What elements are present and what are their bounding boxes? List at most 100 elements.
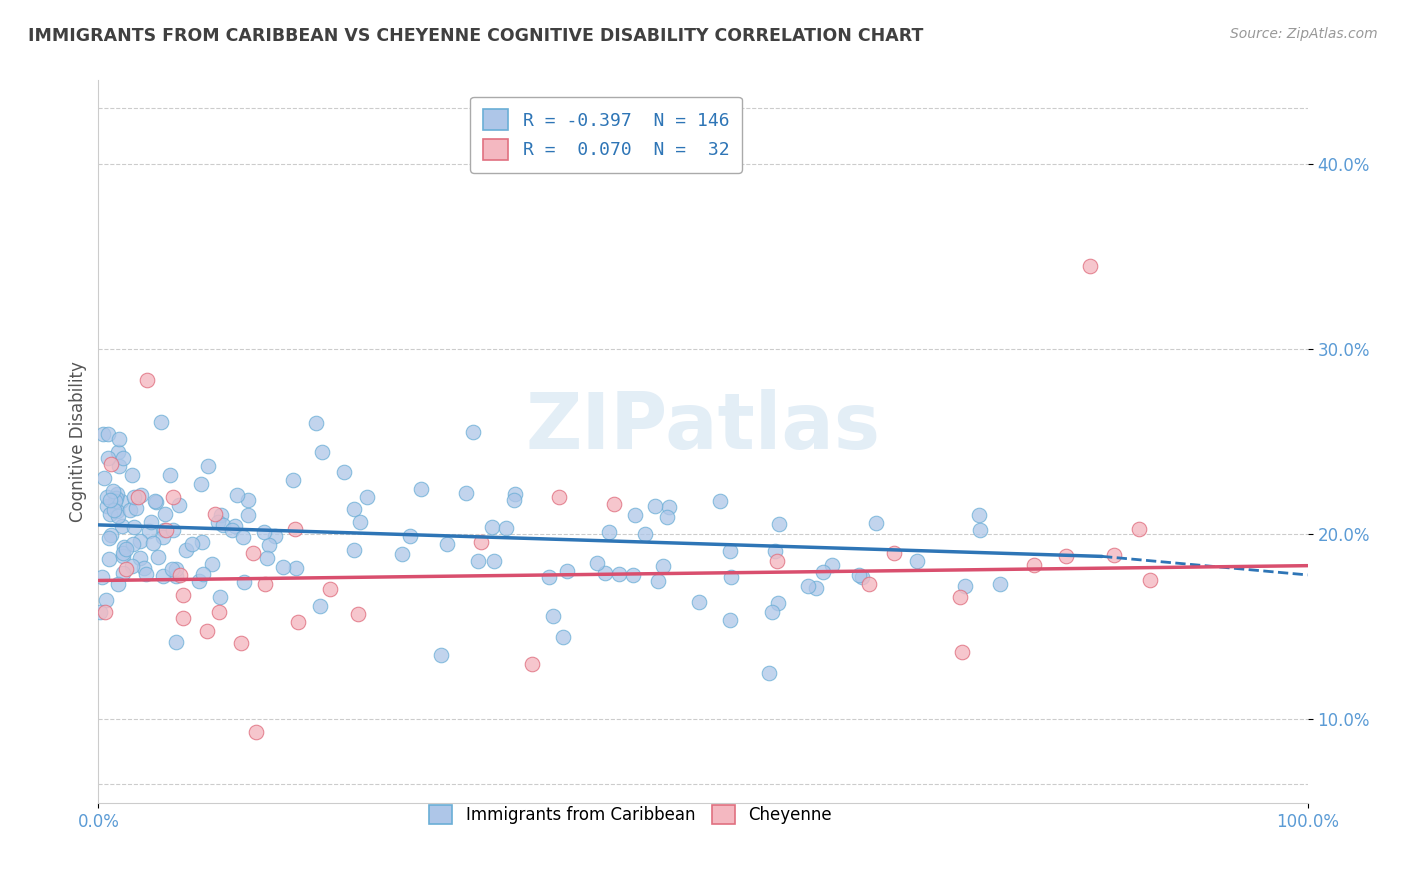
Point: [467, 554, 489, 568]
Point: [197, 459, 219, 474]
Point: [796, 578, 818, 592]
Point: [1102, 548, 1125, 562]
Point: [165, 634, 187, 648]
Point: [720, 570, 742, 584]
Point: [236, 508, 259, 522]
Point: [155, 507, 177, 521]
Point: [950, 645, 973, 659]
Point: [766, 596, 789, 610]
Point: [271, 559, 294, 574]
Point: [633, 526, 655, 541]
Point: [167, 498, 190, 512]
Point: [253, 524, 276, 539]
Point: [411, 483, 433, 497]
Point: [547, 490, 569, 504]
Point: [111, 566, 134, 580]
Point: [195, 624, 218, 638]
Point: [655, 509, 678, 524]
Point: [103, 503, 125, 517]
Point: [905, 554, 928, 568]
Point: [155, 523, 177, 537]
Point: [110, 494, 132, 508]
Point: [503, 486, 526, 500]
Point: [201, 557, 224, 571]
Point: [98, 531, 121, 545]
Point: [766, 554, 789, 568]
Point: [644, 500, 666, 514]
Point: [454, 486, 477, 500]
Point: [586, 556, 609, 570]
Point: [165, 562, 187, 576]
Point: [553, 630, 575, 644]
Point: [107, 508, 129, 523]
Point: [121, 558, 143, 573]
Point: [430, 648, 453, 662]
Point: [105, 491, 128, 505]
Point: [232, 530, 254, 544]
Point: [647, 574, 669, 589]
Point: [1054, 549, 1077, 564]
Point: [108, 458, 131, 473]
Point: [138, 524, 160, 538]
Point: [98, 507, 121, 521]
Point: [988, 577, 1011, 591]
Point: [124, 520, 146, 534]
Point: [93, 427, 115, 442]
Point: [495, 521, 517, 535]
Point: [193, 567, 215, 582]
Point: [152, 569, 174, 583]
Text: IMMIGRANTS FROM CARIBBEAN VS CHEYENNE COGNITIVE DISABILITY CORRELATION CHART: IMMIGRANTS FROM CARIBBEAN VS CHEYENNE CO…: [28, 27, 924, 45]
Point: [848, 568, 870, 582]
Point: [955, 579, 977, 593]
Point: [224, 519, 246, 533]
Point: [537, 570, 560, 584]
Point: [484, 554, 506, 568]
Point: [115, 541, 138, 556]
Point: [226, 488, 249, 502]
Point: [1078, 259, 1101, 273]
Point: [165, 569, 187, 583]
Point: [470, 535, 492, 549]
Point: [127, 490, 149, 504]
Point: [319, 582, 342, 596]
Point: [112, 549, 135, 563]
Point: [245, 725, 267, 739]
Point: [624, 508, 647, 522]
Point: [204, 507, 226, 521]
Point: [96, 490, 118, 504]
Point: [238, 493, 260, 508]
Point: [162, 524, 184, 538]
Point: [145, 495, 167, 509]
Point: [391, 547, 413, 561]
Point: [1022, 558, 1045, 572]
Point: [851, 570, 873, 584]
Point: [949, 591, 972, 605]
Point: [111, 519, 134, 533]
Point: [399, 529, 422, 543]
Point: [209, 508, 232, 523]
Point: [100, 457, 122, 471]
Point: [263, 529, 285, 543]
Point: [160, 562, 183, 576]
Point: [1139, 574, 1161, 588]
Point: [105, 504, 128, 518]
Point: [111, 451, 134, 466]
Point: [332, 465, 354, 479]
Point: [607, 567, 630, 582]
Point: [256, 550, 278, 565]
Point: [718, 613, 741, 627]
Y-axis label: Cognitive Disability: Cognitive Disability: [69, 361, 87, 522]
Point: [120, 503, 142, 517]
Point: [621, 567, 644, 582]
Point: [132, 561, 155, 575]
Point: [763, 543, 786, 558]
Point: [208, 605, 231, 619]
Point: [129, 488, 152, 502]
Point: [709, 494, 731, 508]
Point: [718, 544, 741, 558]
Point: [541, 609, 564, 624]
Point: [253, 577, 276, 591]
Point: [111, 546, 134, 560]
Point: [143, 494, 166, 508]
Point: [100, 528, 122, 542]
